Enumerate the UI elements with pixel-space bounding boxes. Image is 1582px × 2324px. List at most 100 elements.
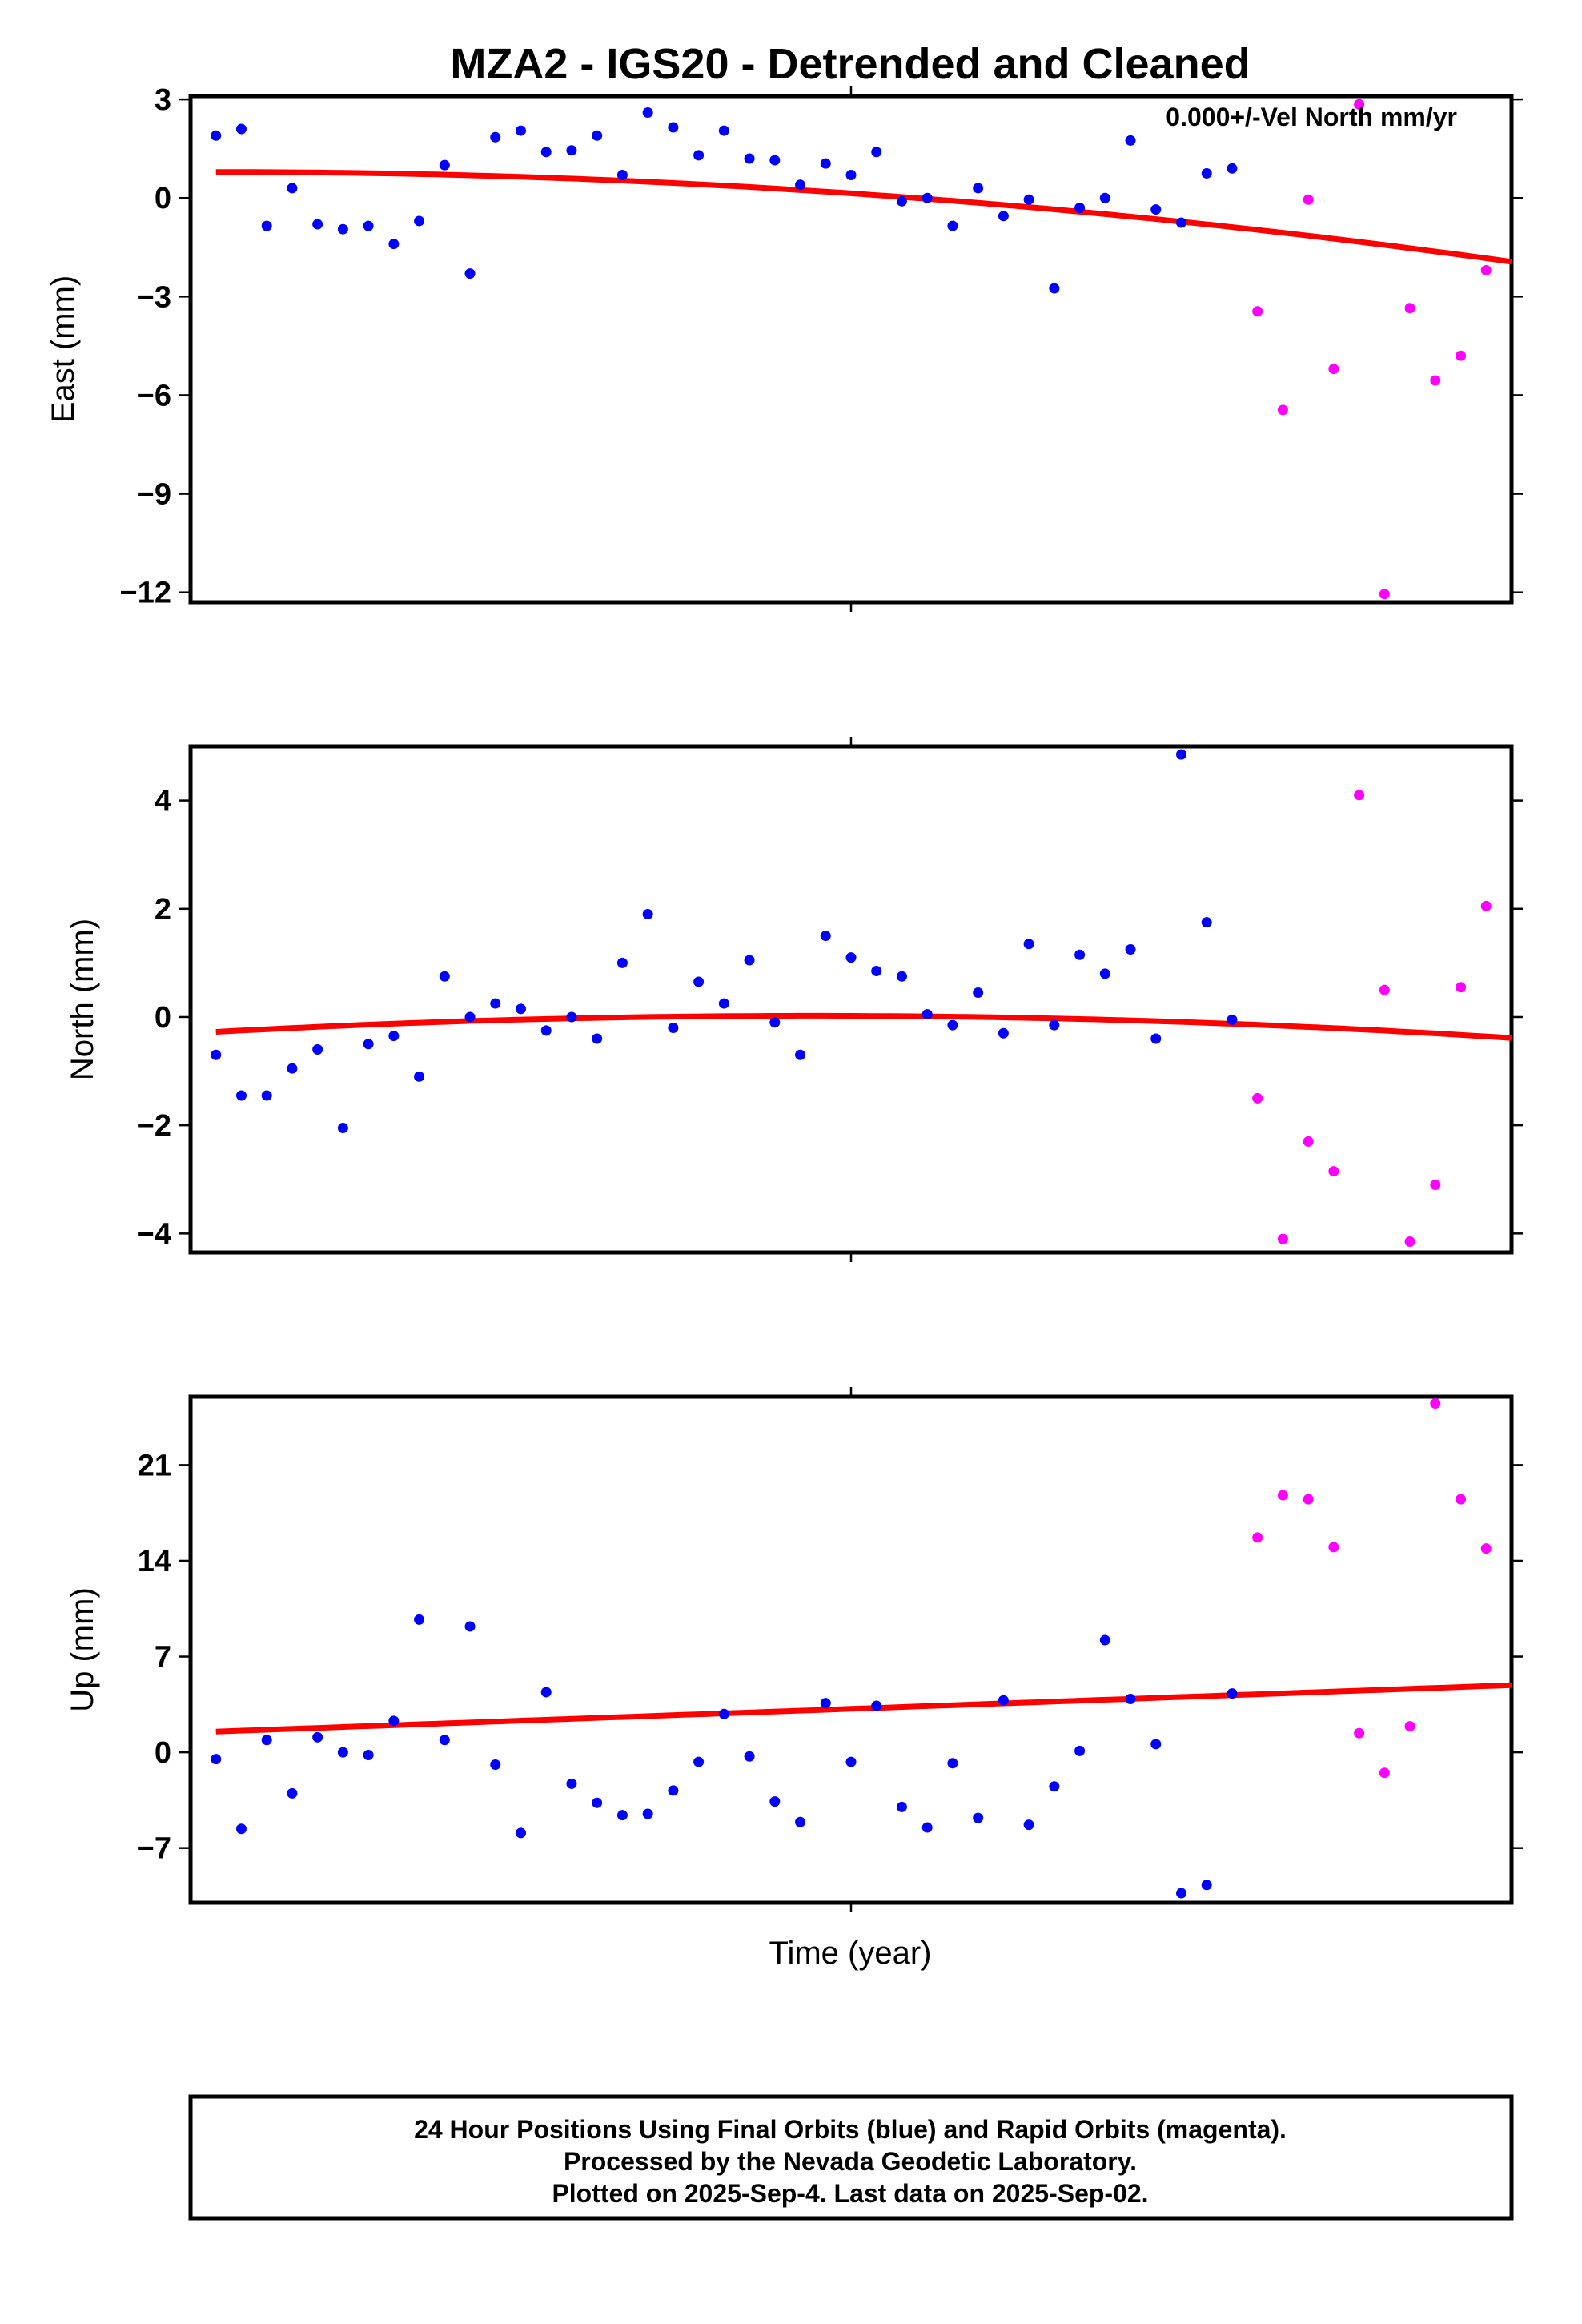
north-final-point (871, 966, 882, 977)
east-rapid-point (1354, 99, 1365, 110)
up-final-point (1125, 1693, 1136, 1704)
east-y-tick-label: 3 (155, 83, 171, 117)
north-final-point (998, 1027, 1009, 1039)
up-y-tick-label: 7 (155, 1641, 171, 1675)
up-y-tick-label: 21 (138, 1449, 171, 1482)
north-rapid-point (1328, 1166, 1339, 1177)
east-final-point (490, 131, 501, 143)
up-final-point (516, 1827, 526, 1839)
east-final-point (668, 122, 679, 133)
east-y-tick-label: −12 (120, 577, 171, 610)
up-trend-line (215, 1682, 1512, 1735)
north-final-point (1074, 949, 1086, 960)
east-final-point (845, 169, 857, 180)
north-final-point (211, 1049, 222, 1060)
north-rapid-point (1354, 790, 1365, 801)
east-y-tick-label: −6 (137, 379, 171, 412)
east-final-point (337, 223, 348, 235)
up-final-point (1201, 1880, 1212, 1891)
east-final-point (616, 169, 628, 180)
east-final-point (693, 150, 705, 161)
north-rapid-point (1404, 1236, 1415, 1247)
east-final-point (566, 145, 577, 156)
up-rapid-point (1328, 1542, 1339, 1553)
north-rapid-point (1252, 1092, 1263, 1104)
up-final-point (363, 1750, 374, 1761)
up-final-point (998, 1695, 1009, 1706)
north-final-point (921, 1009, 933, 1020)
up-final-point (744, 1751, 755, 1762)
north-y-tick-label: 0 (155, 1001, 171, 1035)
east-rapid-point (1379, 589, 1390, 600)
up-y-tick-label: −7 (137, 1832, 171, 1866)
east-final-point (1074, 203, 1086, 214)
east-final-point (1150, 204, 1162, 215)
up-final-point (592, 1797, 603, 1808)
north-final-point (668, 1022, 679, 1033)
east-final-point (896, 195, 907, 207)
east-final-point (1201, 167, 1212, 179)
up-y-tick-label: 14 (138, 1545, 171, 1578)
up-final-point (211, 1754, 222, 1765)
east-final-point (464, 268, 476, 279)
up-rapid-point (1456, 1494, 1467, 1505)
east-final-point (439, 159, 450, 171)
north-final-point (693, 976, 705, 987)
east-rapid-point (1404, 303, 1415, 314)
north-final-point (490, 998, 501, 1009)
north-final-point (516, 1003, 526, 1015)
up-panel: 21 14 7 0 −7 Up (mm) (65, 1387, 1523, 1912)
north-final-point (1150, 1033, 1162, 1044)
north-final-point (363, 1039, 374, 1050)
footer-line-2: Processed by the Nevada Geodetic Laborat… (564, 2147, 1137, 2176)
north-final-point (312, 1044, 323, 1055)
up-final-point (490, 1759, 501, 1770)
north-rapid-point (1480, 900, 1492, 911)
up-final-point (566, 1778, 577, 1789)
east-final-point (795, 179, 806, 191)
up-final-point (464, 1621, 476, 1632)
north-final-point (820, 931, 831, 942)
north-y-tick-label: −4 (137, 1217, 171, 1251)
up-final-point (845, 1756, 857, 1767)
north-final-point (947, 1019, 958, 1031)
east-final-point (769, 155, 781, 166)
up-final-point (616, 1810, 628, 1821)
up-final-point (642, 1808, 653, 1819)
north-y-tick-label: −2 (137, 1109, 171, 1143)
north-final-point (642, 909, 653, 920)
north-final-point (1176, 749, 1186, 760)
east-final-point (820, 158, 831, 169)
east-final-point (312, 219, 323, 230)
north-final-point (973, 987, 984, 999)
north-rapid-point (1430, 1180, 1441, 1191)
up-final-point (388, 1715, 400, 1727)
up-rapid-point (1404, 1721, 1415, 1732)
east-y-tick-label: 0 (155, 182, 171, 215)
north-rapid-point (1456, 982, 1467, 993)
north-y-tick-label: 4 (155, 785, 171, 818)
up-final-point (1023, 1819, 1034, 1831)
east-final-point (261, 220, 272, 231)
north-rapid-point (1303, 1136, 1314, 1147)
north-final-point (1201, 917, 1212, 928)
footer-box (188, 2094, 1514, 2221)
north-rapid-point (1277, 1233, 1288, 1244)
east-rapid-point (1480, 265, 1492, 276)
north-final-point (287, 1063, 298, 1074)
east-final-point (592, 130, 603, 141)
up-rapid-point (1252, 1532, 1263, 1543)
up-final-point (235, 1823, 247, 1835)
east-final-point (871, 147, 882, 158)
up-rapid-point (1480, 1543, 1492, 1554)
north-final-point (1099, 968, 1110, 979)
north-y-axis-label: North (mm) (65, 919, 100, 1080)
up-rapid-point (1354, 1727, 1365, 1739)
east-final-point (363, 220, 374, 231)
east-final-point (718, 125, 729, 136)
east-final-point (1099, 192, 1110, 203)
north-final-point (414, 1071, 425, 1082)
east-y-axis-label: East (mm) (46, 275, 81, 423)
up-final-point (312, 1731, 323, 1743)
